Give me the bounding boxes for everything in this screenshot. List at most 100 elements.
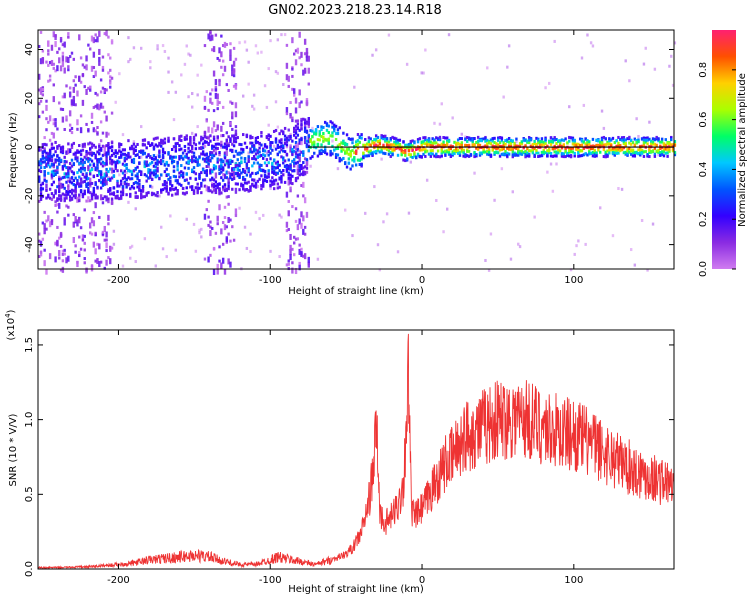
spectrogram-cell [129, 155, 132, 159]
spectrogram-cell [509, 257, 513, 261]
spectrogram-cell [43, 170, 46, 177]
spectrogram-cell [240, 156, 243, 160]
spectrogram-cell [404, 151, 407, 155]
spectrogram-cell [651, 222, 655, 226]
spectrogram-cell [72, 189, 76, 193]
spectrogram-cell [54, 256, 57, 263]
spectrogram-cell [597, 143, 600, 147]
spectrogram-cell [92, 241, 96, 248]
spectrogram-cell [280, 141, 283, 145]
spectrogram-cell [650, 142, 653, 146]
spectrogram-cell [553, 144, 556, 148]
spectrogram-cell [588, 140, 591, 144]
spectrogram-cell [482, 137, 485, 141]
spectrogram-cell [87, 43, 90, 47]
spectrogram-cell [70, 196, 74, 200]
spectrogram-cell [76, 261, 79, 268]
spectrogram-cell [309, 164, 312, 168]
spectrogram-cell [318, 149, 321, 153]
spectrogram-cell [87, 199, 90, 203]
spectrogram-cell [531, 142, 535, 146]
spectrogram-cell [189, 185, 192, 189]
spectrogram-cell [351, 149, 354, 153]
spectrogram-cell [225, 161, 229, 165]
spectrogram-cell [617, 147, 620, 151]
spectrogram-cell [340, 149, 343, 153]
spectrogram-cell [405, 157, 409, 161]
spectrogram-cell [369, 149, 372, 153]
spectrogram-cell [475, 141, 478, 145]
spectrogram-cell [87, 142, 90, 146]
spectrogram-cell [178, 144, 181, 148]
spectrogram-cell [138, 179, 141, 183]
spectrogram-cell [429, 144, 433, 148]
spectrogram-cell [227, 195, 230, 199]
spectrogram-cell [154, 175, 157, 179]
spectrogram-cell [329, 149, 332, 153]
spectrogram-cell [216, 186, 219, 190]
spectrogram-cell [160, 144, 163, 148]
spectrogram-cell [134, 174, 137, 178]
spectrogram-cell [289, 101, 292, 105]
spectrogram-cell [296, 168, 300, 175]
spectrogram-cell [194, 177, 198, 181]
spectrogram-cell [433, 154, 436, 158]
spectrogram-cell [85, 177, 88, 181]
spectrogram-cell [200, 235, 203, 239]
spectrogram-cell [431, 141, 434, 145]
spectrogram-cell [329, 120, 332, 124]
spectrogram-cell [68, 190, 72, 194]
spectrogram-cell [143, 151, 147, 155]
spectrogram-cell [424, 48, 427, 52]
spectrogram-cell [196, 93, 199, 97]
spectrogram-cell [500, 136, 504, 140]
spectrogram-cell [624, 152, 627, 156]
spectrogram-cell [172, 145, 176, 149]
spectrogram-cell [502, 152, 505, 156]
spectrogram-cell [578, 149, 582, 153]
spectrogram-cell [214, 149, 218, 153]
spectrogram-cell [254, 210, 258, 214]
spectrogram-cell [158, 149, 161, 153]
spectrogram-cell [588, 150, 591, 154]
spectrogram-cell [325, 124, 329, 128]
spectrogram-cell [305, 143, 309, 147]
spectrogram-cell [56, 203, 59, 207]
spectrogram-cell [320, 128, 323, 132]
spectrogram-cell [260, 187, 263, 191]
spectrogram-cell [156, 160, 159, 164]
spectrogram-cell [216, 268, 219, 275]
spectrogram-cell [221, 168, 225, 172]
snr-y-scale-label: (x104) [4, 309, 17, 340]
spectrogram-cell [287, 176, 290, 180]
spectrogram-cell [285, 74, 289, 81]
spectrogram-cell [575, 147, 578, 151]
spectrogram-cell [340, 146, 343, 150]
spectrogram-cell [440, 149, 443, 153]
spectrogram-cell [289, 144, 292, 148]
spectrogram-cell [282, 83, 285, 87]
spectrogram-cell [87, 183, 90, 187]
spectrogram-cell [123, 173, 127, 177]
spectrogram-cell [580, 138, 584, 142]
spectrogram-cell [181, 186, 185, 190]
spectrogram-cell [154, 193, 157, 197]
spectrogram-cell [294, 144, 298, 151]
spectrogram-cell [220, 170, 223, 174]
colorbar-label: Normalized spectral amplitude [737, 73, 748, 227]
spectrogram-cell [422, 152, 425, 156]
spectrogram-cell [45, 143, 48, 147]
spectrogram-cell [278, 169, 281, 173]
spectrogram-cell [584, 142, 587, 146]
spectrogram-cell [613, 153, 616, 157]
spectrogram-cell [212, 182, 216, 186]
spectrogram-cell [181, 191, 185, 195]
spectrogram-cell [553, 150, 556, 154]
spectrogram-cell [577, 151, 580, 155]
spectrogram-cell [96, 163, 99, 167]
spectrogram-cell [278, 132, 281, 136]
spectrogram-cell [280, 170, 283, 174]
spectrogram-cell [544, 86, 547, 90]
spectrogram-cell [442, 150, 445, 154]
spectrogram-cell [305, 55, 309, 62]
